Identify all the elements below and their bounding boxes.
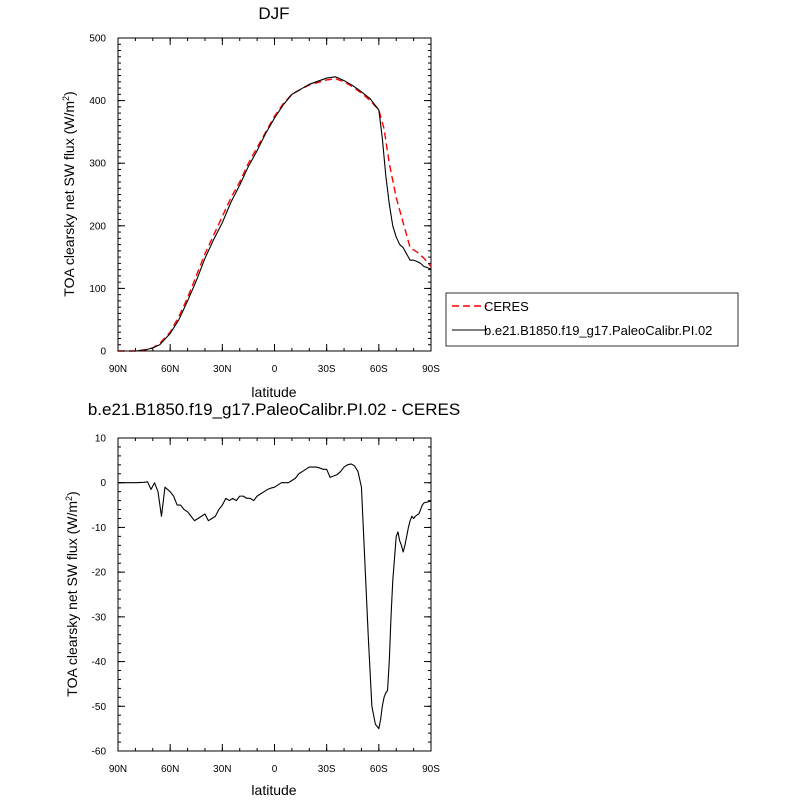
bottom-plot-frame [117,437,432,752]
bottom-y-tick-label: 0 [100,478,106,489]
bottom-y-tick-label: -40 [92,657,107,668]
top-x-tick-label: 90S [422,364,440,375]
bottom-x-tick-label: 0 [272,764,278,775]
top-plot-frame [117,37,432,352]
bottom-y-axis-label: TOA clearsky net SW flux (W/m2) [64,491,80,696]
top-x-tick-label: 60N [161,364,179,375]
top-chart-title: DJF [258,4,289,23]
top-x-tick-label: 90N [109,364,127,375]
top-y-axis: 0 100 200 300 400 500 [89,34,431,358]
top-y-tick-label: 400 [89,96,106,107]
bottom-y-tick-label: -20 [92,568,107,579]
bottom-y-tick-label: -50 [92,702,107,713]
bottom-y-axis: -60 -50 -40 -30 -20 -10 0 10 [92,434,431,758]
bottom-x-tick-label: 90N [109,764,127,775]
top-y-tick-label: 0 [100,347,106,358]
top-y-tick-label: 100 [89,284,106,295]
bottom-series-line-0 [118,463,431,730]
legend: CERES b.e21.B1850.f19_g17.PaleoCalibr.PI… [445,292,739,347]
bottom-x-axis: 90N 60N 30N 0 30S 60S 90S [109,438,440,775]
top-y-tick-label: 500 [89,34,106,45]
top-y-tick-label: 200 [89,221,106,232]
bottom-x-tick-label: 60N [161,764,179,775]
bottom-x-tick-label: 30N [213,764,231,775]
top-series-line-0 [118,77,432,352]
bottom-x-tick-label: 90S [422,764,440,775]
top-panel: DJF 0 100 200 300 400 500 90N 60N 30N 0 30S 60S 90S… [61,4,739,400]
bottom-y-tick-label: -10 [92,523,107,534]
bottom-series-group [118,463,431,730]
bottom-x-axis-label: latitude [251,782,296,798]
top-series-group [118,76,432,352]
bottom-x-tick-label: 60S [370,764,388,775]
top-x-tick-label: 0 [272,364,278,375]
bottom-panel: b.e21.B1850.f19_g17.PaleoCalibr.PI.02 - … [64,400,460,798]
top-x-tick-label: 30S [318,364,336,375]
top-y-tick-label: 300 [89,159,106,170]
legend-label-model: b.e21.B1850.f19_g17.PaleoCalibr.PI.02 [484,323,712,338]
top-x-axis-label: latitude [251,384,296,400]
legend-label-ceres: CERES [484,299,529,314]
top-x-axis: 90N 60N 30N 0 30S 60S 90S [109,38,440,375]
legend-box [445,292,739,347]
top-series-line-1 [118,76,432,352]
bottom-y-tick-label: -30 [92,612,107,623]
top-x-tick-label: 60S [370,364,388,375]
top-y-axis-label: TOA clearsky net SW flux (W/m2) [61,91,77,296]
bottom-x-tick-label: 30S [318,764,336,775]
top-x-tick-label: 30N [213,364,231,375]
bottom-y-tick-label: -60 [92,747,107,758]
bottom-y-tick-label: 10 [95,434,107,445]
bottom-chart-title: b.e21.B1850.f19_g17.PaleoCalibr.PI.02 - … [88,400,460,419]
